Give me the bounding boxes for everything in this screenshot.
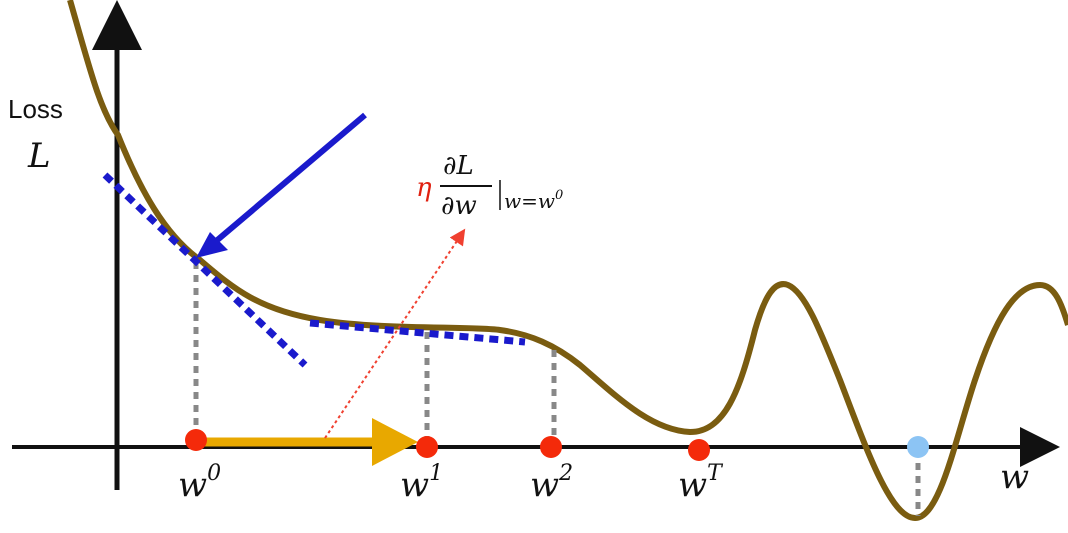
point-labels: w0 w1 w2 wT: [178, 461, 724, 505]
blue-arrow-head: [196, 232, 228, 258]
point-label: w1: [400, 461, 443, 505]
gradient-arrow: [324, 228, 466, 439]
eta: η: [416, 173, 432, 203]
condition-sup: 0: [555, 188, 563, 203]
y-label: Loss: [8, 94, 63, 124]
condition: w=w0: [504, 188, 563, 213]
point-sup: T: [707, 461, 724, 486]
point-sup: 2: [558, 461, 573, 486]
point-base: w: [178, 465, 207, 505]
point-base: w: [530, 465, 559, 505]
drop-lines: [193, 262, 921, 516]
point-label: w2: [530, 461, 573, 505]
point-label: w0: [178, 461, 221, 505]
point-sup: 0: [207, 461, 221, 486]
numerator: ∂L: [443, 151, 474, 181]
point-base: w: [400, 465, 429, 505]
tangents: [102, 172, 526, 368]
point-sup: 1: [429, 461, 443, 486]
points: [185, 429, 929, 461]
point-label: wT: [678, 461, 724, 505]
point-base: w: [678, 465, 707, 505]
step-arrow-head: [372, 418, 418, 466]
loss-curve: [67, 0, 1068, 522]
condition-text: w=w: [504, 189, 555, 213]
blue-arrow: [213, 112, 367, 245]
x-symbol: w: [1000, 457, 1029, 497]
denominator: ∂w: [441, 191, 477, 221]
y-symbol: L: [27, 136, 51, 176]
